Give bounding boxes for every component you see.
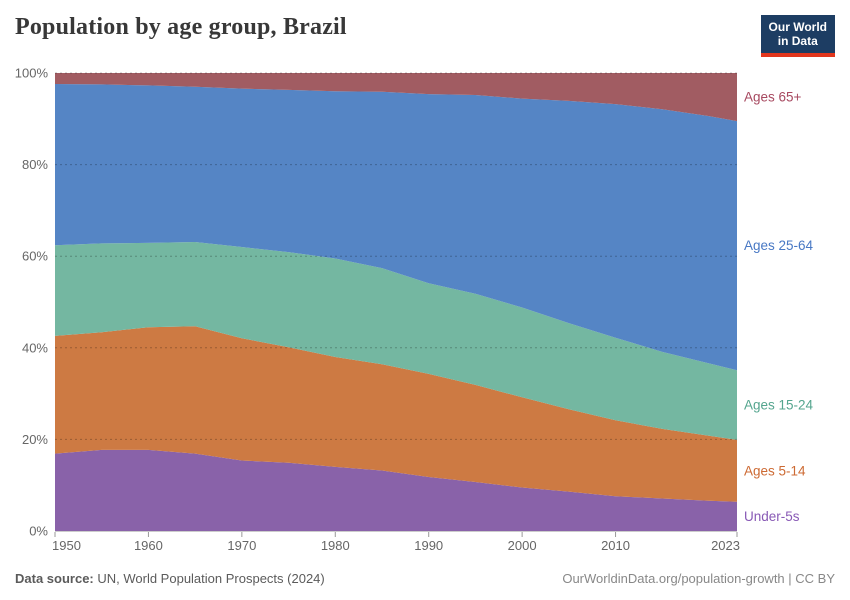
data-source-label: Data source: <box>15 571 94 586</box>
y-axis-label-20: 20% <box>22 432 48 447</box>
x-axis-label-2023: 2023 <box>711 538 740 553</box>
x-axis-label-1960: 1960 <box>134 538 163 553</box>
x-axis-label-1950: 1950 <box>52 538 81 553</box>
legend-label-ages-5-14[interactable]: Ages 5-14 <box>744 463 806 478</box>
x-axis-label-1970: 1970 <box>227 538 256 553</box>
data-source-note: Data source: UN, World Population Prospe… <box>15 571 325 586</box>
x-axis-label-2010: 2010 <box>601 538 630 553</box>
owid-logo[interactable]: Our World in Data <box>760 15 835 57</box>
y-axis-label-100: 100% <box>15 66 49 81</box>
footer: Data source: UN, World Population Prospe… <box>15 571 835 586</box>
legend-label-ages-15-24[interactable]: Ages 15-24 <box>744 398 814 413</box>
owid-logo-line2: in Data <box>777 34 818 49</box>
legend-label-under-5s[interactable]: Under-5s <box>744 509 800 524</box>
area-ages-65[interactable] <box>55 73 737 122</box>
page-title: Population by age group, Brazil <box>15 14 347 40</box>
y-axis-label-40: 40% <box>22 340 48 355</box>
area-ages-15-24[interactable] <box>55 242 737 440</box>
owid-logo-line1: Our World <box>768 20 827 34</box>
legend-label-ages-65[interactable]: Ages 65+ <box>744 90 802 105</box>
area-ages-5-14[interactable] <box>55 326 737 502</box>
legend-label-ages-25-64[interactable]: Ages 25-64 <box>744 238 814 253</box>
credit-link[interactable]: OurWorldinData.org/population-growth | C… <box>562 571 835 586</box>
area-under-5s[interactable] <box>55 449 737 531</box>
area-ages-25-64[interactable] <box>55 84 737 371</box>
y-axis-label-0: 0% <box>29 524 48 539</box>
x-axis-label-2000: 2000 <box>508 538 537 553</box>
y-axis-label-80: 80% <box>22 157 48 172</box>
y-axis-label-60: 60% <box>22 249 48 264</box>
x-axis-label-1980: 1980 <box>321 538 350 553</box>
data-source-text: UN, World Population Prospects (2024) <box>93 571 325 586</box>
x-axis-label-1990: 1990 <box>414 538 443 553</box>
